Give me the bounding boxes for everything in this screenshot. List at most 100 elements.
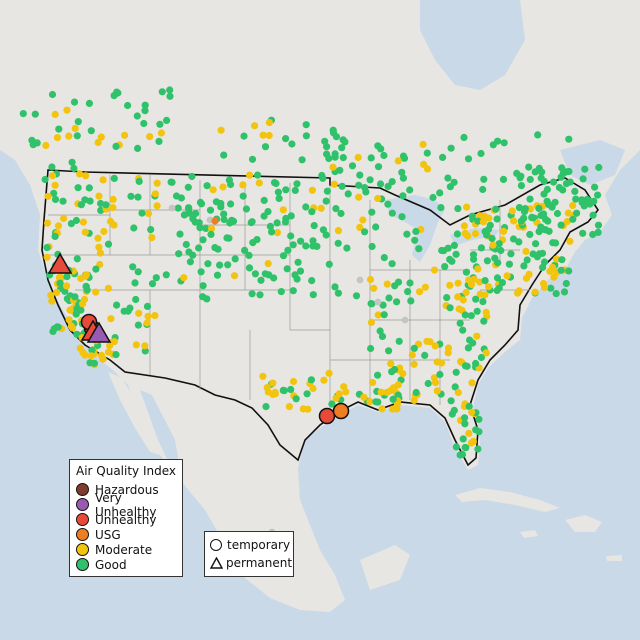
station-marker[interactable] bbox=[499, 175, 508, 183]
station-marker[interactable] bbox=[184, 183, 192, 191]
station-marker[interactable] bbox=[322, 197, 330, 205]
station-marker[interactable] bbox=[55, 125, 63, 133]
station-marker[interactable] bbox=[481, 277, 489, 285]
station-marker[interactable] bbox=[476, 290, 484, 298]
station-marker[interactable] bbox=[320, 376, 328, 384]
station-marker[interactable] bbox=[42, 141, 50, 150]
station-marker[interactable] bbox=[378, 405, 386, 413]
station-marker[interactable] bbox=[492, 205, 500, 213]
station-marker[interactable] bbox=[330, 180, 338, 188]
station-marker[interactable] bbox=[152, 274, 160, 282]
station-marker[interactable] bbox=[54, 323, 62, 331]
station-marker[interactable] bbox=[539, 263, 547, 271]
station-marker[interactable] bbox=[540, 283, 549, 291]
station-marker[interactable] bbox=[199, 236, 207, 244]
station-marker[interactable] bbox=[253, 236, 261, 244]
station-marker[interactable] bbox=[54, 222, 63, 230]
station-marker[interactable] bbox=[239, 192, 247, 200]
station-marker[interactable] bbox=[336, 166, 344, 174]
station-marker[interactable] bbox=[204, 260, 212, 268]
station-marker[interactable] bbox=[339, 154, 347, 162]
station-marker[interactable] bbox=[446, 304, 454, 312]
station-marker[interactable] bbox=[127, 192, 135, 200]
station-marker[interactable] bbox=[565, 135, 573, 143]
station-marker[interactable] bbox=[384, 200, 392, 208]
station-marker[interactable] bbox=[143, 302, 152, 310]
station-marker[interactable] bbox=[380, 254, 388, 262]
station-marker[interactable] bbox=[247, 219, 255, 227]
station-marker[interactable] bbox=[176, 230, 184, 238]
station-marker[interactable] bbox=[331, 150, 339, 158]
station-marker[interactable] bbox=[99, 176, 107, 184]
station-marker[interactable] bbox=[188, 172, 196, 181]
station-marker[interactable] bbox=[97, 206, 105, 214]
station-marker[interactable] bbox=[361, 228, 369, 236]
station-marker[interactable] bbox=[594, 191, 602, 199]
station-marker[interactable] bbox=[94, 138, 102, 147]
station-marker[interactable] bbox=[284, 246, 292, 254]
station-marker[interactable] bbox=[376, 180, 385, 188]
station-marker[interactable] bbox=[228, 216, 236, 224]
station-marker[interactable] bbox=[374, 298, 382, 306]
station-marker[interactable] bbox=[465, 429, 473, 437]
station-marker[interactable] bbox=[321, 137, 329, 145]
station-marker[interactable] bbox=[135, 309, 143, 317]
station-marker[interactable] bbox=[63, 106, 71, 114]
station-marker[interactable] bbox=[482, 308, 490, 316]
station-marker[interactable] bbox=[436, 370, 444, 379]
station-marker[interactable] bbox=[589, 230, 597, 239]
station-marker[interactable] bbox=[168, 204, 176, 212]
station-marker[interactable] bbox=[399, 152, 408, 160]
station-marker[interactable] bbox=[475, 415, 483, 423]
station-marker[interactable] bbox=[279, 206, 287, 214]
station-marker[interactable] bbox=[94, 234, 102, 242]
station-marker[interactable] bbox=[444, 244, 452, 252]
station-marker[interactable] bbox=[480, 175, 488, 183]
station-marker[interactable] bbox=[277, 288, 285, 296]
station-marker[interactable] bbox=[251, 122, 259, 130]
station-marker[interactable] bbox=[476, 278, 484, 286]
station-marker[interactable] bbox=[503, 272, 511, 280]
station-marker[interactable] bbox=[81, 272, 90, 280]
station-marker[interactable] bbox=[452, 368, 460, 376]
station-marker[interactable] bbox=[134, 144, 142, 152]
station-marker[interactable] bbox=[474, 265, 482, 273]
station-marker[interactable] bbox=[88, 346, 96, 354]
station-marker[interactable] bbox=[470, 255, 478, 263]
station-marker[interactable] bbox=[388, 368, 396, 376]
station-marker[interactable] bbox=[480, 212, 489, 220]
station-marker[interactable] bbox=[308, 208, 316, 216]
station-marker[interactable] bbox=[571, 187, 579, 195]
station-marker[interactable] bbox=[334, 239, 342, 247]
station-marker[interactable] bbox=[581, 165, 589, 173]
station-marker[interactable] bbox=[328, 400, 336, 408]
station-marker[interactable] bbox=[141, 107, 149, 115]
station-marker[interactable] bbox=[594, 228, 602, 236]
station-marker[interactable] bbox=[112, 351, 120, 359]
station-marker[interactable] bbox=[545, 227, 553, 235]
station-marker[interactable] bbox=[401, 316, 409, 324]
station-marker[interactable] bbox=[395, 337, 403, 345]
station-marker[interactable] bbox=[509, 235, 518, 243]
station-marker[interactable] bbox=[163, 116, 171, 124]
station-marker[interactable] bbox=[302, 132, 310, 140]
station-marker[interactable] bbox=[374, 194, 382, 203]
station-marker[interactable] bbox=[254, 171, 262, 179]
station-marker[interactable] bbox=[534, 131, 542, 139]
station-marker[interactable] bbox=[572, 195, 580, 203]
station-marker[interactable] bbox=[65, 132, 73, 140]
station-marker[interactable] bbox=[372, 398, 380, 406]
station-marker[interactable] bbox=[472, 295, 480, 303]
station-marker[interactable] bbox=[153, 179, 161, 187]
station-marker[interactable] bbox=[456, 451, 464, 459]
station-marker[interactable] bbox=[376, 327, 384, 335]
station-marker[interactable] bbox=[259, 131, 267, 139]
station-marker[interactable] bbox=[53, 288, 61, 296]
station-marker[interactable] bbox=[468, 212, 476, 220]
station-marker[interactable] bbox=[213, 271, 222, 279]
permanent-alert-marker[interactable] bbox=[47, 252, 73, 274]
station-marker[interactable] bbox=[325, 369, 333, 377]
station-marker[interactable] bbox=[166, 86, 174, 94]
station-marker[interactable] bbox=[566, 237, 574, 245]
station-marker[interactable] bbox=[104, 240, 113, 248]
